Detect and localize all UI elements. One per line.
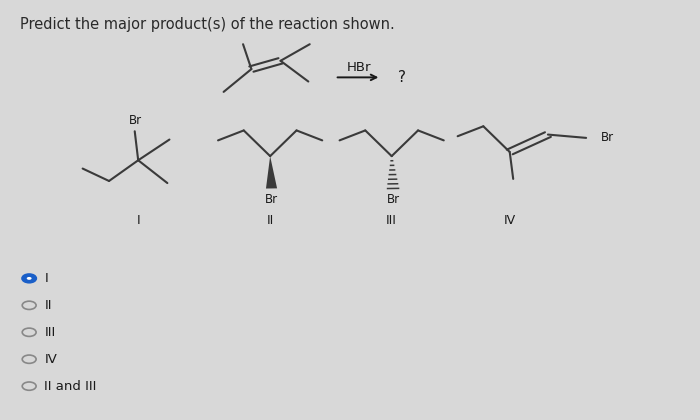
Text: IV: IV [504, 214, 516, 227]
Text: III: III [44, 326, 56, 339]
Text: I: I [136, 214, 140, 227]
Text: I: I [44, 272, 48, 285]
Text: Br: Br [601, 131, 613, 144]
Text: II: II [44, 299, 52, 312]
Text: Br: Br [265, 193, 278, 206]
Circle shape [27, 277, 31, 280]
Text: Predict the major product(s) of the reaction shown.: Predict the major product(s) of the reac… [20, 17, 395, 32]
Text: III: III [386, 214, 397, 227]
Text: HBr: HBr [346, 60, 371, 74]
Text: IV: IV [44, 353, 57, 366]
Text: II: II [267, 214, 274, 227]
Circle shape [22, 274, 36, 283]
Polygon shape [266, 156, 277, 189]
Text: II and III: II and III [44, 380, 97, 393]
Text: Br: Br [129, 114, 142, 127]
Text: ?: ? [398, 70, 406, 85]
Text: Br: Br [386, 193, 400, 206]
